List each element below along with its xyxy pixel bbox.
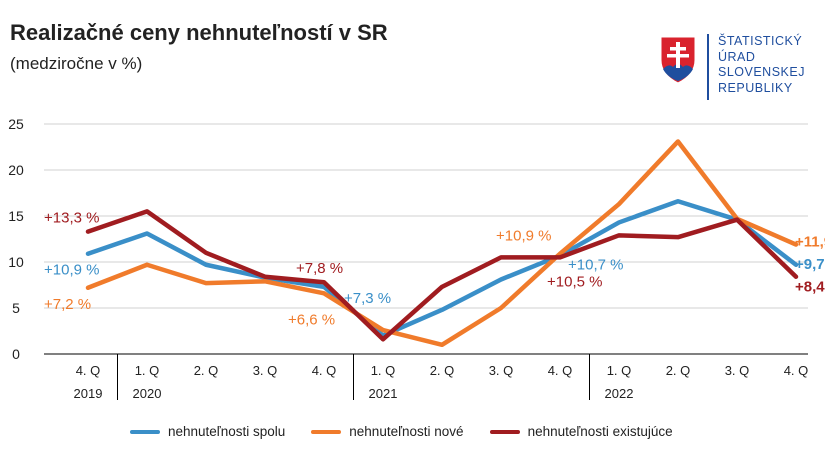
chart-legend: nehnuteľnosti spolu nehnuteľnosti nové n…: [130, 424, 673, 439]
x-tick-label-0: 4. Q: [76, 363, 101, 378]
year-label-2021: 2021: [369, 386, 398, 401]
y-tick-label-15: 15: [8, 208, 24, 224]
legend-item-existujuce: nehnuteľnosti existujúce: [489, 424, 673, 439]
x-tick-label-8: 4. Q: [548, 363, 573, 378]
logo-line-4: REPUBLIKY: [718, 80, 793, 95]
logo-line-1: ŠTATISTICKÝ: [718, 34, 803, 48]
y-tick-label-20: 20: [8, 162, 24, 178]
data-label-1: +10,9 %: [44, 262, 99, 279]
legend-swatch-spolu: [130, 429, 160, 434]
series-line-0: [85, 199, 799, 338]
x-tick-label-10: 2. Q: [666, 363, 691, 378]
chart-subtitle: (medziročne v %): [10, 54, 143, 73]
legend-label-spolu: nehnuteľnosti spolu: [168, 424, 286, 439]
legend-label-nove: nehnuteľnosti nové: [349, 424, 464, 439]
data-label-6: +10,9 %: [496, 228, 551, 245]
statistical-office-logo-text: ŠTATISTICKÝ ÚRAD SLOVENSKEJ REPUBLIKY: [718, 34, 823, 96]
y-tick-label-5: 5: [12, 300, 20, 316]
x-tick-label-11: 3. Q: [725, 363, 750, 378]
data-label-7: +10,7 %: [568, 257, 623, 274]
x-tick-label-12: 4. Q: [784, 363, 809, 378]
legend-item-spolu: nehnuteľnosti spolu: [130, 424, 285, 439]
x-tick-label-2: 2. Q: [194, 363, 219, 378]
x-tick-label-6: 2. Q: [430, 363, 455, 378]
logo-line-3: SLOVENSKEJ: [718, 65, 805, 79]
series-line-2: [85, 209, 799, 342]
year-label-2019: 2019: [74, 386, 103, 401]
legend-swatch-nove: [311, 429, 342, 434]
year-label-2022: 2022: [605, 386, 634, 401]
slovak-coat-of-arms-icon: [660, 36, 696, 84]
legend-item-nove: nehnuteľnosti nové: [311, 424, 464, 439]
x-tick-label-9: 1. Q: [607, 363, 632, 378]
data-label-5: +6,6 %: [288, 311, 335, 328]
y-tick-label-10: 10: [8, 254, 24, 270]
data-label-2: +7,2 %: [44, 296, 91, 313]
x-tick-label-1: 1. Q: [135, 363, 160, 378]
x-tick-label-3: 3. Q: [253, 363, 278, 378]
chart-title: Realizačné ceny nehnuteľností v SR: [10, 20, 388, 45]
data-label-4: +7,3 %: [344, 290, 391, 307]
data-label-8: +10,5 %: [547, 273, 602, 290]
legend-label-existujuce: nehnuteľnosti existujúce: [527, 424, 673, 439]
data-label-9: +11,9 %: [795, 234, 825, 251]
y-tick-label-0: 0: [12, 346, 20, 362]
data-label-11: +8,4 %: [795, 279, 825, 296]
legend-swatch-existujuce: [489, 429, 520, 434]
data-label-10: +9,7 %: [795, 256, 825, 273]
x-tick-label-5: 1. Q: [371, 363, 396, 378]
data-label-3: +7,8 %: [296, 260, 343, 277]
y-tick-label-25: 25: [8, 116, 24, 132]
x-tick-label-7: 3. Q: [489, 363, 514, 378]
year-label-2020: 2020: [133, 386, 162, 401]
logo-line-2: ÚRAD: [718, 49, 756, 64]
data-label-0: +13,3 %: [44, 210, 99, 227]
x-tick-label-4: 4. Q: [312, 363, 337, 378]
logo-divider: [707, 34, 709, 100]
